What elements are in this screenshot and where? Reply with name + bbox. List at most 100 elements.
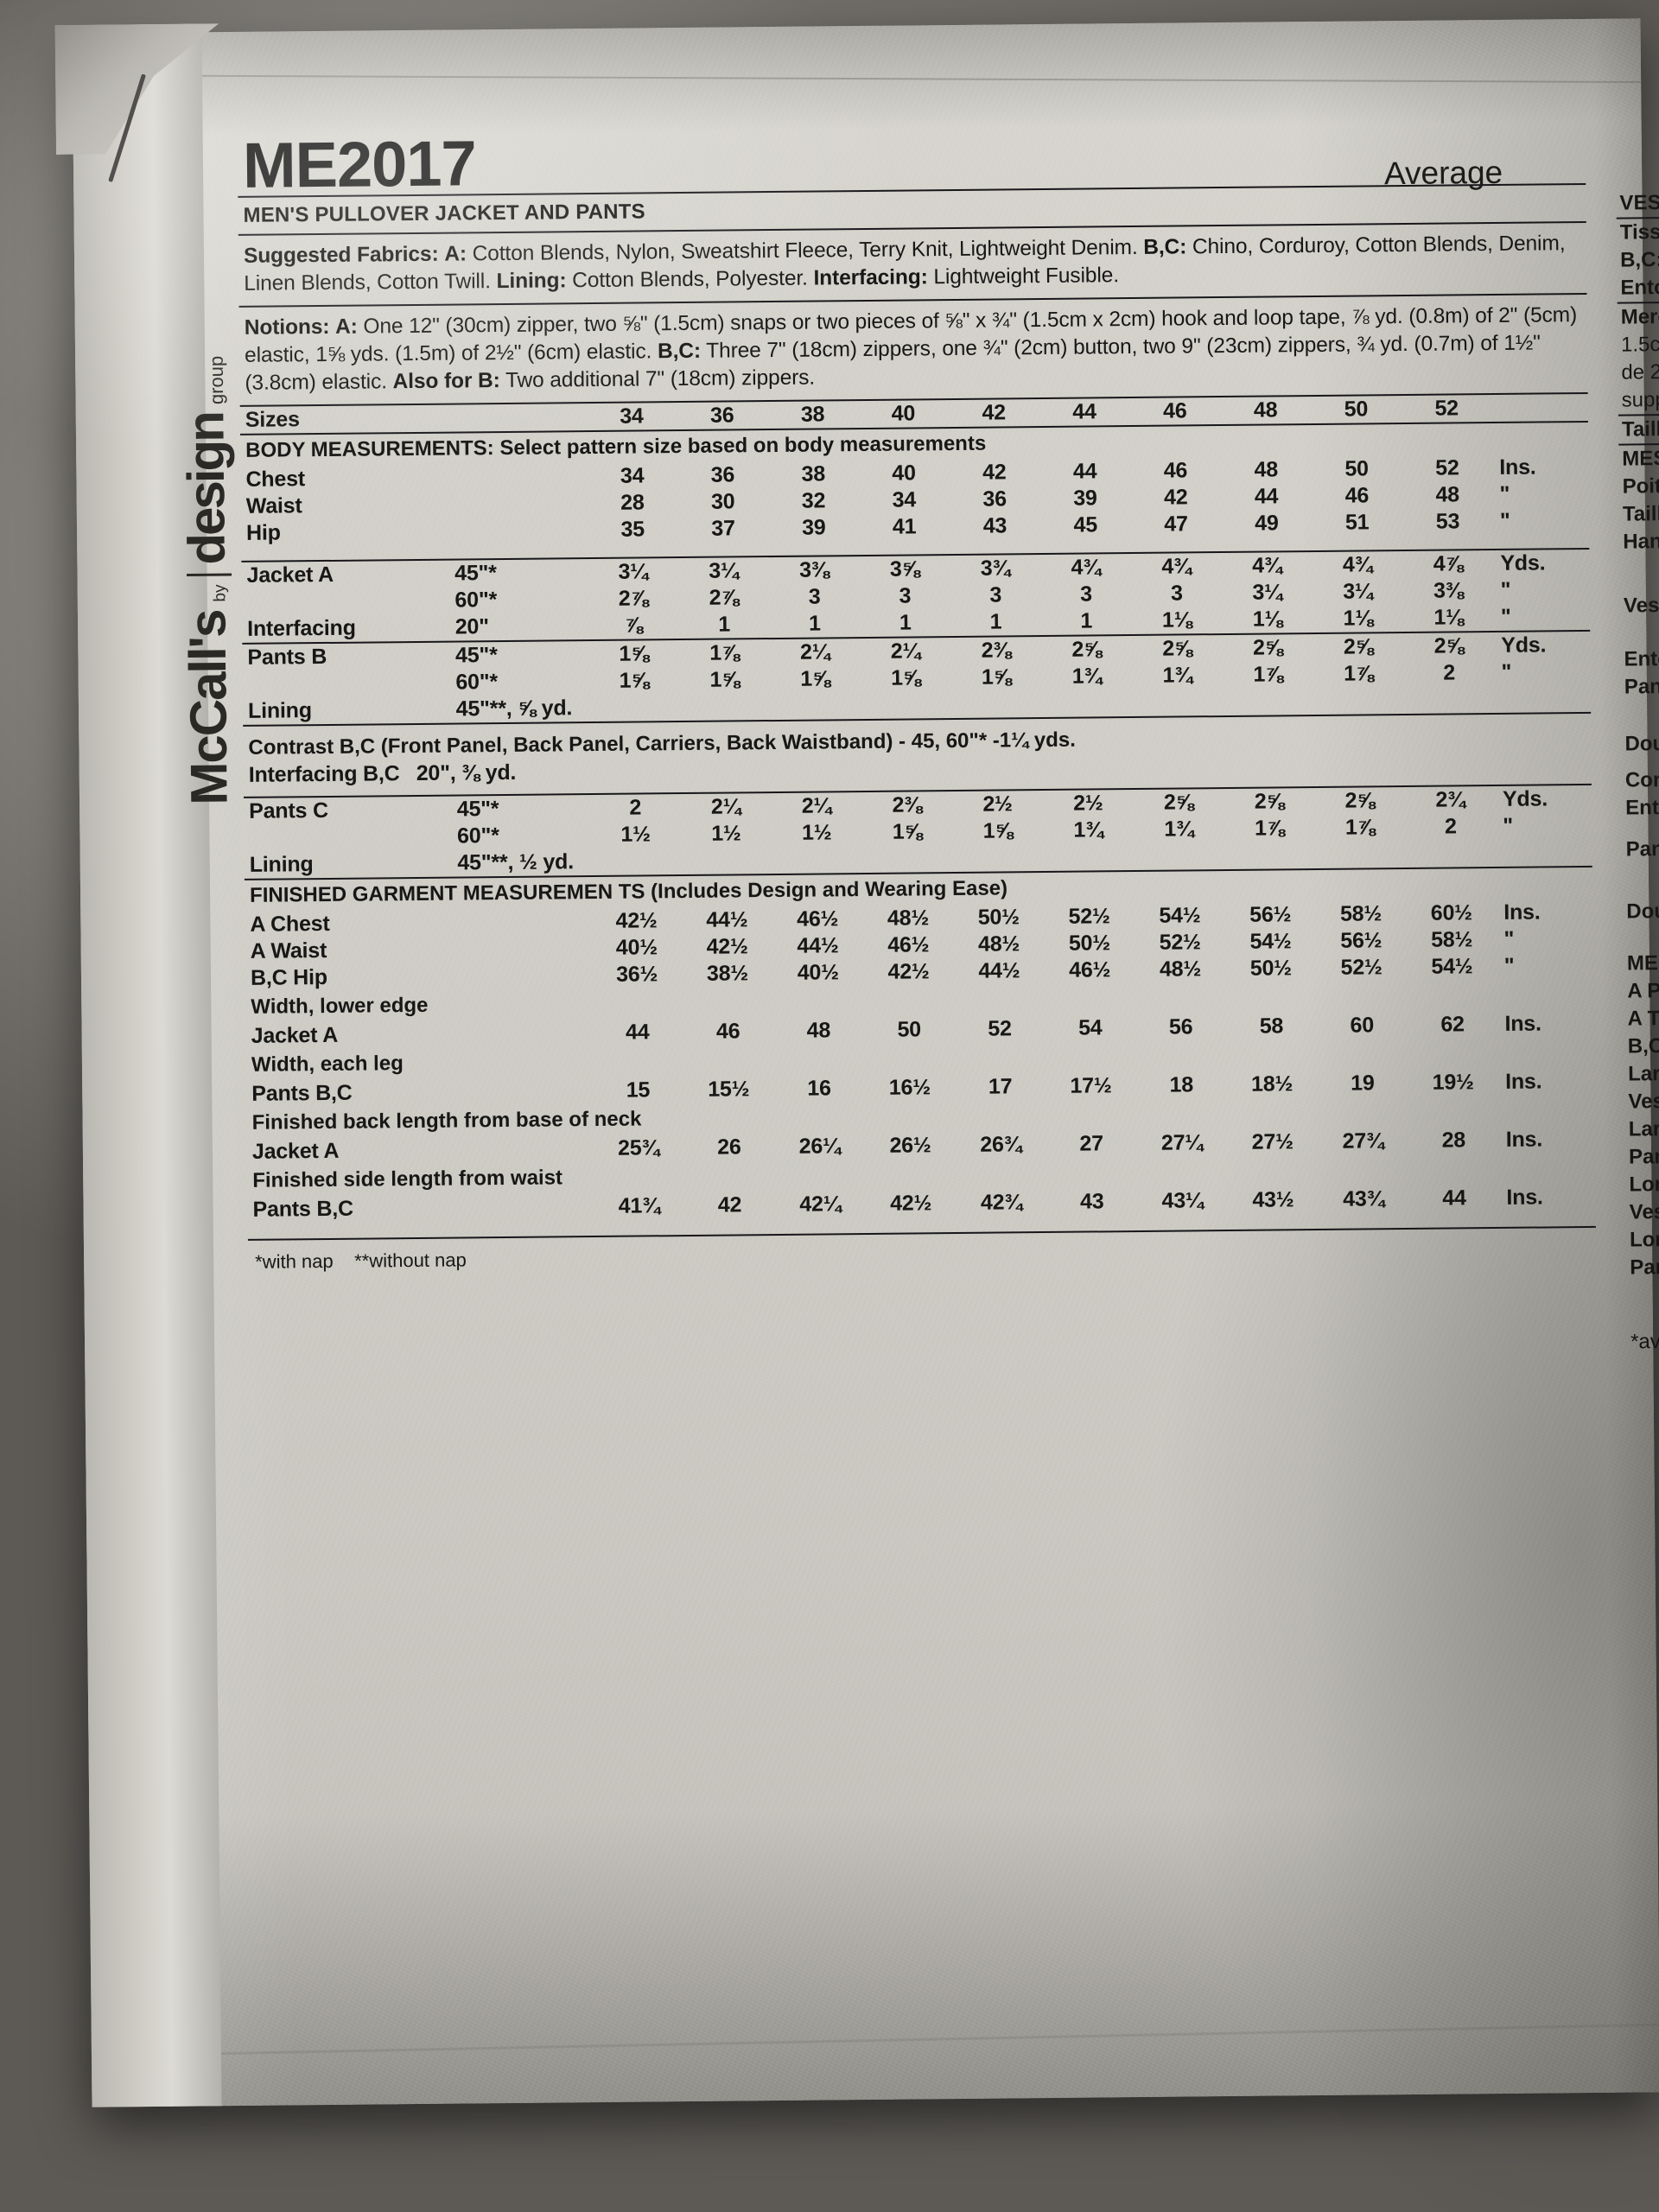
yardage-cell: 1¾ <box>1164 816 1194 842</box>
measurement-cell: 50 <box>897 1016 922 1042</box>
row-label: Jacket A <box>251 1138 340 1164</box>
french-line: Taille <box>1622 501 1659 526</box>
yardage-cell: 2¼ <box>801 792 832 818</box>
yardage-cell: 2⅝ <box>1163 789 1194 815</box>
row-label: B,C Hip <box>250 964 328 990</box>
brand-mccalls: McCall's <box>178 610 238 805</box>
measurement-cell: 47 <box>1164 511 1188 537</box>
yardage-cell: 1 <box>899 609 912 635</box>
size-cell: 44 <box>1072 398 1096 424</box>
unit-cell: " <box>1501 659 1512 684</box>
measurement-cell: 52½ <box>1068 903 1110 929</box>
measurement-cell: 36 <box>710 461 735 487</box>
measurement-cell: 48½ <box>1159 956 1202 982</box>
yardage-cell: 1⅝ <box>800 665 830 691</box>
size-cell: 52 <box>1434 395 1459 421</box>
french-line: Doublu <box>1624 731 1659 756</box>
crease-line <box>73 74 1642 84</box>
french-line: MESUR <box>1626 950 1659 976</box>
unit-cell: Ins. <box>1505 1127 1543 1152</box>
yardage-cell: 1⅞ <box>1254 815 1285 841</box>
fabrics-a-label: A: <box>444 242 467 266</box>
french-line: Largeu <box>1628 1061 1659 1086</box>
unit-cell: Yds. <box>1500 550 1546 575</box>
measurement-cell: 26¼ <box>798 1133 841 1159</box>
row-label: Waist <box>245 493 302 518</box>
measurement-cell: 34 <box>620 462 645 488</box>
unit-cell: Ins. <box>1506 1185 1543 1210</box>
row-label: A Waist <box>250 938 327 963</box>
measurement-cell: 39 <box>1073 485 1097 511</box>
fabric-width: 60"* <box>455 669 499 695</box>
interfacing-text: Lightweight Fusible. <box>927 264 1120 289</box>
measurement-cell: 17 <box>988 1073 1013 1099</box>
yardage-cell: 1⅛ <box>1433 604 1464 630</box>
fabric-width: 45"* <box>454 642 498 668</box>
french-line: Entoilag <box>1624 646 1659 671</box>
unit-cell: " <box>1500 577 1511 602</box>
measurement-cell: 36 <box>982 486 1007 512</box>
yardage-cell: 3 <box>989 582 1002 607</box>
row-label: Hip <box>245 519 281 545</box>
measurement-cell: 50 <box>1344 455 1369 481</box>
measurement-cell: 40½ <box>615 934 658 960</box>
measurement-cell: 48 <box>806 1017 831 1043</box>
measurement-cell: 56 <box>1168 1014 1193 1039</box>
french-line: Pantalo <box>1625 836 1659 861</box>
size-cell: 36 <box>709 402 734 428</box>
french-line: B,C: Chino <box>1619 247 1659 272</box>
yardage-cell: 2¼ <box>710 793 741 819</box>
notions-alsob-text: Two additional 7" (18cm) zippers. <box>499 365 816 392</box>
row-label: Interfacing <box>247 615 356 641</box>
measurement-cell: 46 <box>1344 482 1370 508</box>
measurement-cell: 45 <box>1073 512 1098 537</box>
measurement-cell: 43 <box>1079 1188 1104 1214</box>
measurement-cell: 44 <box>1442 1185 1466 1211</box>
yardage-cell: 3¼ <box>709 557 739 583</box>
measurement-cell: 42¾ <box>980 1189 1023 1215</box>
measurement-cell: 19½ <box>1432 1069 1474 1095</box>
fabric-width: 60"* <box>454 587 498 613</box>
yardage-cell: 1⅝ <box>709 666 741 692</box>
measurement-cell: 42 <box>982 459 1007 485</box>
yardage-cell: 2¾ <box>1435 786 1465 812</box>
measurement-cell: 50½ <box>1249 955 1292 981</box>
fabric-width: 45"* <box>456 796 499 822</box>
measurement-cell: 54½ <box>1249 928 1292 954</box>
fabrics-bc-label: B,C: <box>1143 235 1187 260</box>
yardage-cell: 2 <box>1444 813 1457 839</box>
measurement-cell: 37 <box>711 515 735 541</box>
size-cell: 42 <box>982 399 1007 425</box>
measurement-cell: 43¾ <box>1343 1185 1385 1211</box>
measurement-cell: 60½ <box>1430 899 1473 925</box>
measurement-cell: 62 <box>1440 1011 1465 1037</box>
measurement-cell: 44 <box>1254 483 1279 509</box>
measurement-cell: 34 <box>892 486 917 512</box>
yardage-cell: 4¾ <box>1071 554 1102 580</box>
row-label: Lining <box>247 697 312 723</box>
pants-b-yardage-table: Pants B 45"* 1⅝ 1⅞ 2¼ 2¼ 2⅜ 2⅝ 2⅝ 2⅝ 2⅝ … <box>242 631 1591 724</box>
yardage-cell: 3 <box>808 584 821 609</box>
measurement-cell: 25¾ <box>617 1135 660 1160</box>
french-line: Entoilage <box>1620 275 1659 300</box>
french-line: Mercerie: <box>1620 304 1659 329</box>
measurement-cell: 30 <box>710 488 735 514</box>
french-line: *avec s <box>1630 1329 1659 1354</box>
measurement-cell: 32 <box>801 487 826 513</box>
unit-cell: " <box>1499 481 1510 506</box>
french-line: Doublu <box>1626 899 1659 924</box>
yardage-cell: 2½ <box>1073 790 1103 816</box>
row-label: A Chest <box>250 911 330 937</box>
measurement-cell: 44½ <box>797 932 839 958</box>
yardage-cell: 2⅝ <box>1254 788 1285 814</box>
size-cell: 34 <box>620 403 644 429</box>
size-cell: 38 <box>800 401 825 427</box>
yardage-cell: 2⅝ <box>1433 632 1465 658</box>
measurement-cell: 26 <box>717 1134 741 1160</box>
measurement-cell: 42½ <box>706 933 748 959</box>
yardage-cell: 3 <box>1170 580 1183 606</box>
french-line: Entoilag <box>1625 795 1659 820</box>
fabrics-a-text: Cotton Blends, Nylon, Sweatshirt Fleece,… <box>466 236 1144 266</box>
yardage-cell: 4¾ <box>1342 551 1373 577</box>
french-line: Pantalo <box>1624 674 1659 699</box>
